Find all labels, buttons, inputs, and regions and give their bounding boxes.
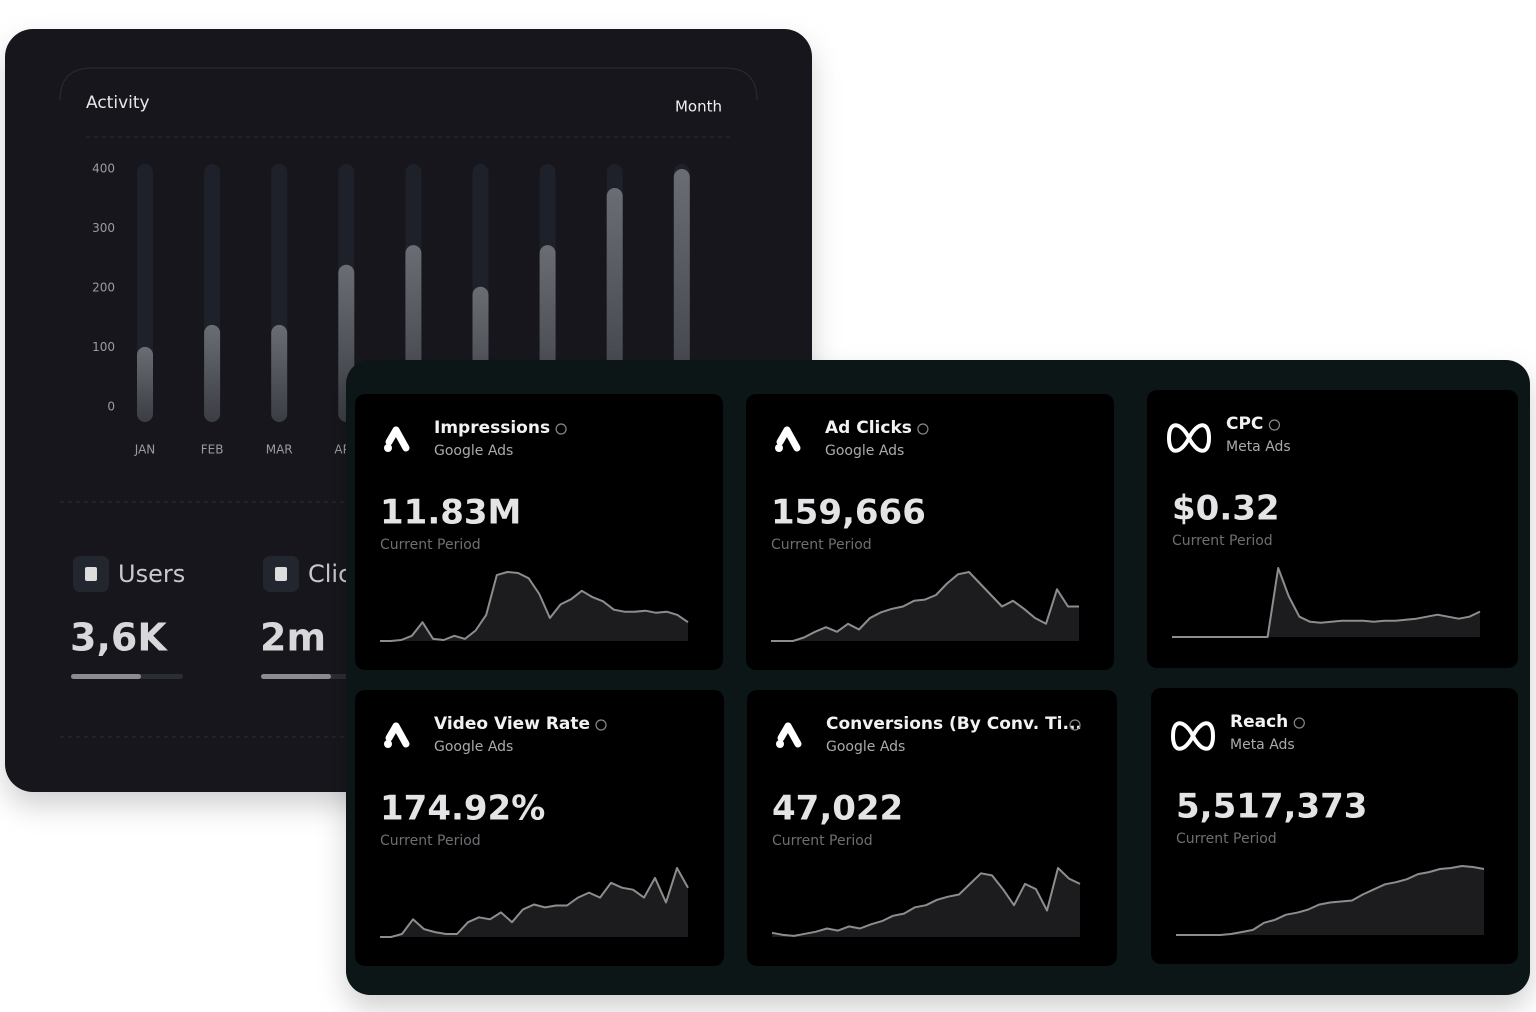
google-ads-logo bbox=[776, 740, 784, 748]
card-source: Meta Ads bbox=[1226, 439, 1291, 455]
card-source: Google Ads bbox=[826, 739, 905, 755]
card-bg bbox=[746, 394, 1114, 670]
info-icon bbox=[1268, 419, 1281, 431]
info-icon bbox=[1069, 719, 1081, 731]
card-source: Google Ads bbox=[825, 443, 904, 459]
y-tick-label: 200 bbox=[92, 281, 115, 295]
chart-title: Activity bbox=[86, 93, 150, 113]
sparkline bbox=[380, 571, 689, 642]
cards: Impressions Google Ads 11.83M Current Perio… bbox=[355, 390, 1518, 966]
metric-card: Video View Rate Google Ads 174.92% Current … bbox=[355, 690, 724, 966]
bar bbox=[204, 324, 221, 422]
stat-icon-glyph bbox=[275, 567, 287, 581]
stat-label: Users bbox=[118, 560, 185, 588]
card-title: Ad Clicks bbox=[825, 418, 912, 438]
y-tick-label: 0 bbox=[107, 400, 115, 414]
period-select[interactable]: Month bbox=[675, 98, 722, 116]
google-ads-logo bbox=[776, 426, 791, 446]
x-tick-label: JAN bbox=[134, 443, 156, 457]
metric-card: CPC Meta Ads $0.32 Current Period bbox=[1147, 390, 1518, 668]
card-source: Google Ads bbox=[434, 443, 513, 459]
bar bbox=[673, 169, 690, 422]
sparkline-area bbox=[380, 868, 688, 937]
x-tick-label: MAR bbox=[266, 443, 293, 457]
google-ads-logo bbox=[775, 444, 783, 452]
card-title: Impressions bbox=[434, 418, 550, 438]
stat-icon-glyph bbox=[85, 567, 97, 581]
sparkline bbox=[771, 867, 1081, 937]
card-period: Current Period bbox=[1176, 831, 1277, 847]
card-value: 159,666 bbox=[771, 493, 926, 533]
inner-border bbox=[59, 67, 758, 101]
progress-fill bbox=[261, 674, 331, 679]
bar-chart: 0100200300400JANFEBMARAPR bbox=[92, 162, 690, 457]
info-icon bbox=[555, 423, 567, 435]
sparkline bbox=[1172, 567, 1481, 638]
google-ads-logo bbox=[385, 426, 400, 446]
meta-logo bbox=[1166, 423, 1212, 453]
card-period: Current Period bbox=[772, 833, 873, 849]
card-value: $0.32 bbox=[1172, 489, 1280, 529]
sparkline-area bbox=[771, 572, 1079, 641]
card-title: Reach bbox=[1230, 712, 1288, 732]
x-tick-label: FEB bbox=[201, 443, 224, 457]
y-tick-label: 300 bbox=[92, 221, 115, 235]
metric-card: Ad Clicks Google Ads 159,666 Current Period bbox=[746, 394, 1114, 670]
card-bg bbox=[1147, 390, 1518, 668]
google-ads-logo bbox=[385, 722, 400, 742]
card-period: Current Period bbox=[771, 537, 872, 553]
google-ads-logo bbox=[384, 740, 392, 748]
metric-card: Reach Meta Ads 5,517,373 Current Period bbox=[1151, 688, 1518, 964]
card-value: 174.92% bbox=[380, 789, 545, 829]
card-title: Conversions (By Conv. Ti... bbox=[826, 714, 1082, 734]
info-icon bbox=[1293, 717, 1305, 729]
card-source: Google Ads bbox=[434, 739, 513, 755]
sparkline bbox=[1176, 865, 1485, 936]
card-period: Current Period bbox=[380, 833, 481, 849]
stat-value: 2m bbox=[260, 616, 326, 660]
sparkline bbox=[380, 867, 689, 938]
sparkline bbox=[771, 571, 1079, 642]
info-icon bbox=[917, 423, 929, 435]
card-title: CPC bbox=[1226, 414, 1263, 434]
bar bbox=[271, 324, 288, 422]
card-period: Current Period bbox=[380, 537, 481, 553]
google-ads-logo bbox=[777, 722, 792, 742]
metric-card: Conversions (By Conv. Ti... Google Ads 47,… bbox=[747, 690, 1117, 966]
card-value: 47,022 bbox=[772, 789, 903, 829]
progress-fill bbox=[71, 674, 141, 679]
y-tick-label: 100 bbox=[92, 340, 115, 354]
bar bbox=[137, 346, 153, 422]
metric-card: Impressions Google Ads 11.83M Current Perio… bbox=[355, 394, 723, 670]
meta-logo bbox=[1170, 721, 1216, 751]
y-tick-label: 400 bbox=[92, 162, 115, 176]
card-bg bbox=[355, 394, 723, 670]
card-source: Meta Ads bbox=[1230, 737, 1295, 753]
sparkline-area bbox=[772, 868, 1080, 937]
card-title: Video View Rate bbox=[434, 714, 590, 734]
stat-value: 3,6K bbox=[70, 616, 168, 660]
google-ads-logo bbox=[384, 444, 392, 452]
card-value: 11.83M bbox=[380, 493, 521, 533]
info-icon bbox=[595, 719, 607, 731]
card-period: Current Period bbox=[1172, 533, 1273, 549]
sparkline-area bbox=[380, 572, 688, 641]
card-value: 5,517,373 bbox=[1176, 787, 1367, 827]
sparkline-area bbox=[1176, 866, 1484, 935]
